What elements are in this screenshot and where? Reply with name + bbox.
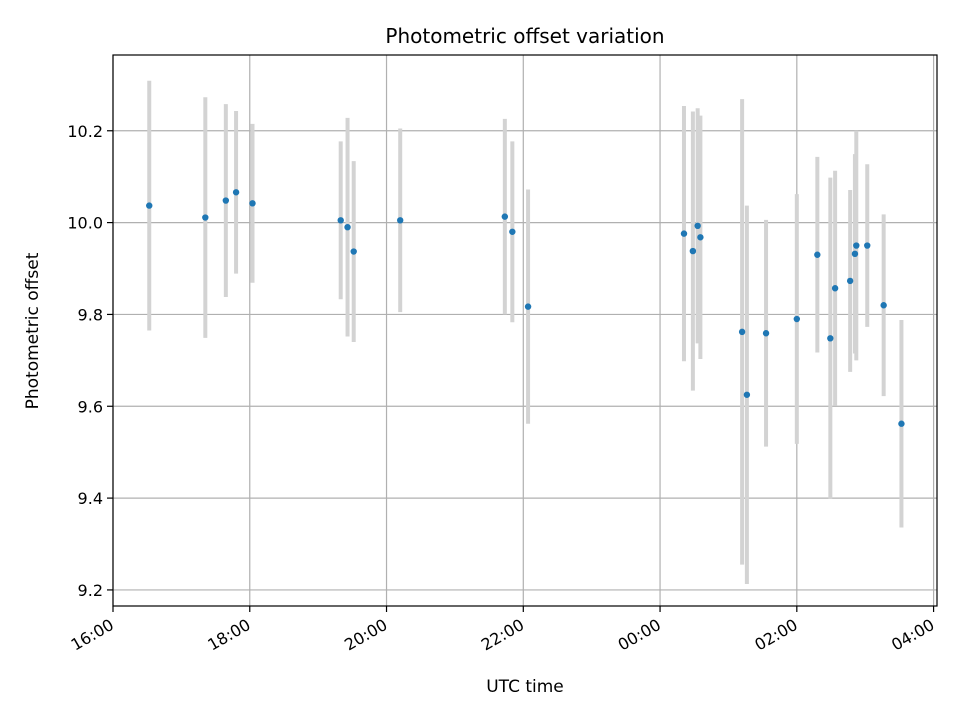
x-tick-label: 22:00	[478, 615, 527, 655]
data-point	[146, 202, 153, 209]
y-tick-label: 9.6	[78, 397, 103, 416]
x-axis: 16:00 18:00 20:00 22:00 00:00 02:00 04:00	[68, 606, 938, 655]
y-tick-label: 10.0	[67, 214, 103, 233]
x-tick-label: 16:00	[68, 615, 117, 655]
x-tick-label: 20:00	[341, 615, 390, 655]
data-point	[697, 234, 704, 241]
grid	[112, 55, 937, 606]
data-point	[689, 247, 697, 255]
data-point	[350, 248, 357, 255]
x-tick-label: 18:00	[204, 615, 253, 655]
data-point	[202, 214, 209, 221]
data-point	[793, 315, 801, 323]
data-point	[344, 223, 351, 231]
x-tick-label: 04:00	[888, 615, 937, 655]
data-point	[337, 217, 344, 224]
data-point	[222, 197, 230, 204]
data-point	[694, 222, 701, 230]
y-axis: 9.2 9.4 9.6 9.8 10.0 10.2	[67, 122, 113, 600]
data-point	[743, 391, 751, 398]
data-point	[851, 250, 859, 258]
y-tick-label: 9.2	[78, 581, 103, 600]
data-point	[738, 328, 746, 336]
x-axis-label: UTC time	[486, 677, 564, 697]
data-point	[846, 277, 854, 285]
x-tick-label: 00:00	[615, 615, 664, 655]
data-point	[827, 335, 834, 342]
data-point	[814, 251, 821, 258]
y-tick-label: 9.4	[78, 489, 103, 508]
data-point	[524, 303, 532, 310]
data-point	[831, 285, 839, 292]
y-axis-label: Photometric offset	[23, 252, 43, 409]
data-point	[232, 189, 240, 196]
chart-title: Photometric offset variation	[385, 24, 664, 48]
x-tick-label: 02:00	[751, 615, 800, 655]
plot-frame	[112, 54, 938, 607]
data-point	[898, 420, 905, 427]
data-point	[880, 302, 887, 309]
data-point	[853, 242, 860, 249]
data-point	[249, 200, 256, 207]
data-points	[146, 189, 905, 427]
data-point	[762, 330, 770, 337]
data-point	[680, 230, 688, 237]
data-point	[864, 242, 871, 249]
data-point	[397, 217, 404, 224]
data-point	[501, 213, 509, 220]
data-point	[509, 228, 516, 235]
y-tick-label: 9.8	[78, 305, 103, 324]
y-tick-label: 10.2	[67, 122, 103, 141]
